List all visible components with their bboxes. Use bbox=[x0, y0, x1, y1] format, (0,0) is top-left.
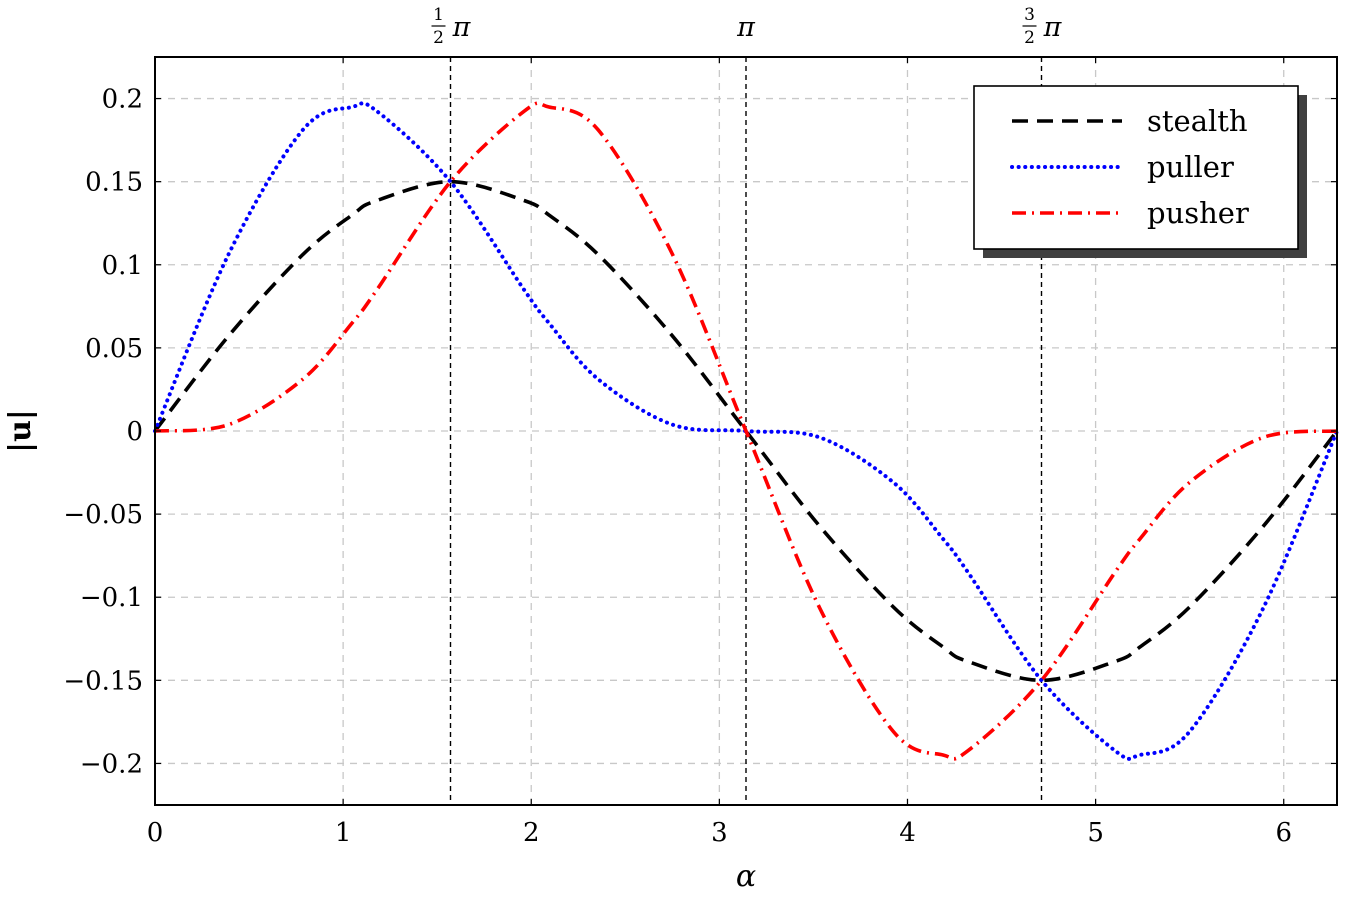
y-tick-label: −0.05 bbox=[63, 500, 143, 530]
legend-label-puller: puller bbox=[1147, 150, 1234, 184]
y-axis-ticks: 0.2 0.15 0.1 0.05 0 −0.05 −0.1 −0.15 −0.2 bbox=[63, 85, 1337, 779]
legend-box bbox=[973, 85, 1299, 250]
x-tick-label: 1 bbox=[335, 818, 352, 848]
x-tick-label: 2 bbox=[523, 818, 540, 848]
y-tick-label: 0.2 bbox=[102, 85, 143, 115]
annotation-denominator: 2 bbox=[1024, 28, 1035, 48]
annotation-label: π bbox=[736, 12, 756, 43]
y-axis-label: |u| bbox=[3, 409, 38, 453]
x-tick-label: 5 bbox=[1087, 818, 1104, 848]
y-tick-label: 0.1 bbox=[102, 251, 143, 281]
annotation-symbol: π bbox=[736, 12, 756, 43]
y-tick-label: −0.15 bbox=[63, 666, 143, 696]
annotation-label: 1 2 π bbox=[431, 5, 472, 48]
series-line-pusher bbox=[154, 101, 1338, 761]
series-lines bbox=[153, 101, 1339, 761]
y-tick-label: 0.05 bbox=[85, 334, 143, 364]
x-tick-label: 6 bbox=[1275, 818, 1292, 848]
y-tick-label: 0 bbox=[126, 417, 143, 447]
legend: stealth puller pusher bbox=[973, 85, 1307, 258]
x-tick-label: 0 bbox=[147, 818, 164, 848]
legend-label-pusher: pusher bbox=[1147, 196, 1249, 230]
annotation-symbol: π bbox=[452, 12, 472, 43]
x-axis-label: α bbox=[736, 859, 756, 894]
x-axis-ticks: 0 1 2 3 4 5 6 bbox=[147, 57, 1292, 848]
x-tick-label: 3 bbox=[711, 818, 728, 848]
annotation-label: 3 2 π bbox=[1022, 5, 1063, 48]
x-tick-label: 4 bbox=[899, 818, 916, 848]
y-tick-label: −0.2 bbox=[80, 749, 143, 779]
legend-label-stealth: stealth bbox=[1147, 104, 1248, 138]
annotation-symbol: π bbox=[1043, 12, 1063, 43]
annotations: 12 π π 32 π bbox=[431, 5, 1063, 805]
annotation-numerator: 1 bbox=[433, 5, 444, 25]
annotation-numerator: 3 bbox=[1024, 5, 1035, 25]
y-tick-label: −0.1 bbox=[80, 583, 143, 613]
y-tick-label: 0.15 bbox=[85, 168, 143, 198]
annotation-denominator: 2 bbox=[433, 28, 444, 48]
